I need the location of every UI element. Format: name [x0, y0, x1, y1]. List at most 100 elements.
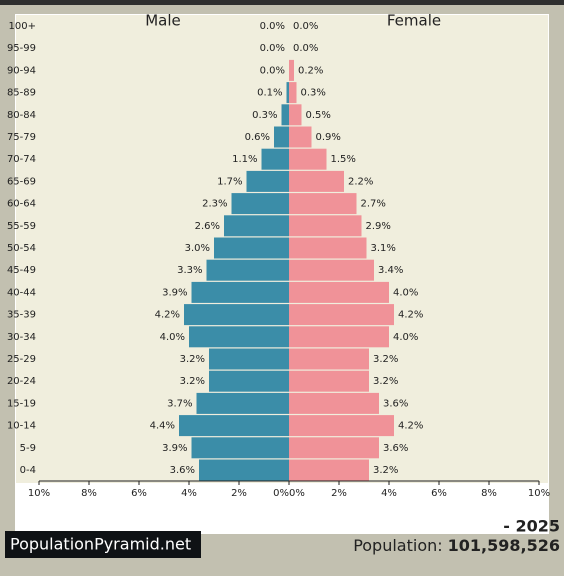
age-label: 10-14	[7, 421, 36, 432]
age-label: 90-94	[7, 65, 36, 76]
age-label: 30-34	[7, 332, 36, 343]
value-label: 0.3%	[252, 110, 277, 121]
male-bar	[179, 415, 289, 437]
female-bar	[289, 126, 312, 148]
male-bar	[224, 215, 289, 237]
age-label: 45-49	[7, 265, 36, 276]
value-label: 3.2%	[373, 376, 398, 387]
value-label: 3.2%	[180, 376, 205, 387]
age-label: 25-29	[7, 354, 36, 365]
female-bar	[289, 348, 369, 370]
x-tick-label: 0%	[273, 488, 289, 499]
value-label: 2.3%	[202, 199, 227, 210]
logo-box	[5, 531, 201, 558]
x-tick-label: 8%	[481, 488, 497, 499]
value-label: 1.5%	[331, 154, 356, 165]
female-bar	[289, 237, 367, 259]
value-label: 3.6%	[170, 465, 195, 476]
male-bar	[209, 370, 289, 392]
age-label: 20-24	[7, 376, 36, 387]
value-label: 3.2%	[180, 354, 205, 365]
female-bar	[289, 215, 362, 237]
value-label: 3.7%	[167, 398, 192, 409]
female-bar	[289, 82, 297, 104]
age-label: 80-84	[7, 110, 36, 121]
population: Population: 101,598,526	[353, 536, 560, 555]
age-label: 65-69	[7, 176, 36, 187]
value-label: 3.1%	[371, 243, 396, 254]
female-bar	[289, 459, 369, 481]
male-bar	[184, 304, 289, 326]
age-label: 15-19	[7, 398, 36, 409]
value-label: 2.7%	[361, 199, 386, 210]
male-bar	[189, 326, 289, 348]
value-label: 0.3%	[301, 88, 326, 99]
value-label: 3.0%	[185, 243, 210, 254]
value-label: 4.0%	[393, 332, 418, 343]
age-label: 40-44	[7, 287, 36, 298]
value-label: 0.6%	[245, 132, 270, 143]
logo: PopulationPyramid.net	[10, 535, 191, 554]
value-label: 0.0%	[260, 21, 285, 32]
x-tick-label: 8%	[81, 488, 97, 499]
male-bar	[231, 193, 289, 215]
age-label: 50-54	[7, 243, 36, 254]
value-label: 2.9%	[366, 221, 391, 232]
age-label: 35-39	[7, 310, 36, 321]
value-label: 1.1%	[232, 154, 257, 165]
female-bar	[289, 170, 344, 192]
value-label: 4.4%	[150, 421, 175, 432]
female-bar	[289, 437, 379, 459]
male-bar	[206, 259, 289, 281]
age-label: 0-4	[20, 465, 36, 476]
age-label: 5-9	[20, 443, 36, 454]
male-label: Male	[145, 12, 181, 30]
value-label: 3.6%	[383, 398, 408, 409]
age-label: 85-89	[7, 88, 36, 99]
male-bar	[286, 82, 289, 104]
value-label: 0.0%	[293, 21, 318, 32]
female-bar	[289, 104, 302, 126]
top-bar	[0, 0, 564, 5]
female-bar	[289, 193, 357, 215]
value-label: 2.6%	[195, 221, 220, 232]
x-tick-label: 2%	[331, 488, 347, 499]
female-bar	[289, 281, 389, 303]
x-tick-label: 10%	[28, 488, 50, 499]
male-bar	[246, 170, 289, 192]
male-bar	[214, 237, 289, 259]
value-label: 0.2%	[298, 65, 323, 76]
value-label: 4.0%	[160, 332, 185, 343]
male-bar	[261, 148, 289, 170]
x-tick-label: 6%	[131, 488, 147, 499]
value-label: 3.6%	[383, 443, 408, 454]
age-label: 70-74	[7, 154, 36, 165]
year: - 2025	[503, 517, 560, 536]
value-label: 4.2%	[398, 421, 423, 432]
age-label: 55-59	[7, 221, 36, 232]
population-label: Population:	[353, 536, 442, 555]
age-label: 95-99	[7, 43, 36, 54]
value-label: 3.9%	[162, 287, 187, 298]
male-bar	[274, 126, 289, 148]
value-label: 2.2%	[348, 176, 373, 187]
value-label: 4.2%	[155, 310, 180, 321]
value-label: 0.0%	[260, 65, 285, 76]
x-tick-label: 10%	[528, 488, 550, 499]
female-bar	[289, 415, 394, 437]
value-label: 0.1%	[257, 88, 282, 99]
female-bar	[289, 59, 294, 81]
value-label: 4.2%	[398, 310, 423, 321]
value-label: 3.2%	[373, 354, 398, 365]
female-bar	[289, 304, 394, 326]
value-label: 3.9%	[162, 443, 187, 454]
female-bar	[289, 148, 327, 170]
age-label: 60-64	[7, 199, 36, 210]
value-label: 4.0%	[393, 287, 418, 298]
male-bar	[191, 281, 289, 303]
male-bar	[196, 392, 289, 414]
x-tick-label: 4%	[181, 488, 197, 499]
value-label: 0.0%	[293, 43, 318, 54]
male-bar	[191, 437, 289, 459]
